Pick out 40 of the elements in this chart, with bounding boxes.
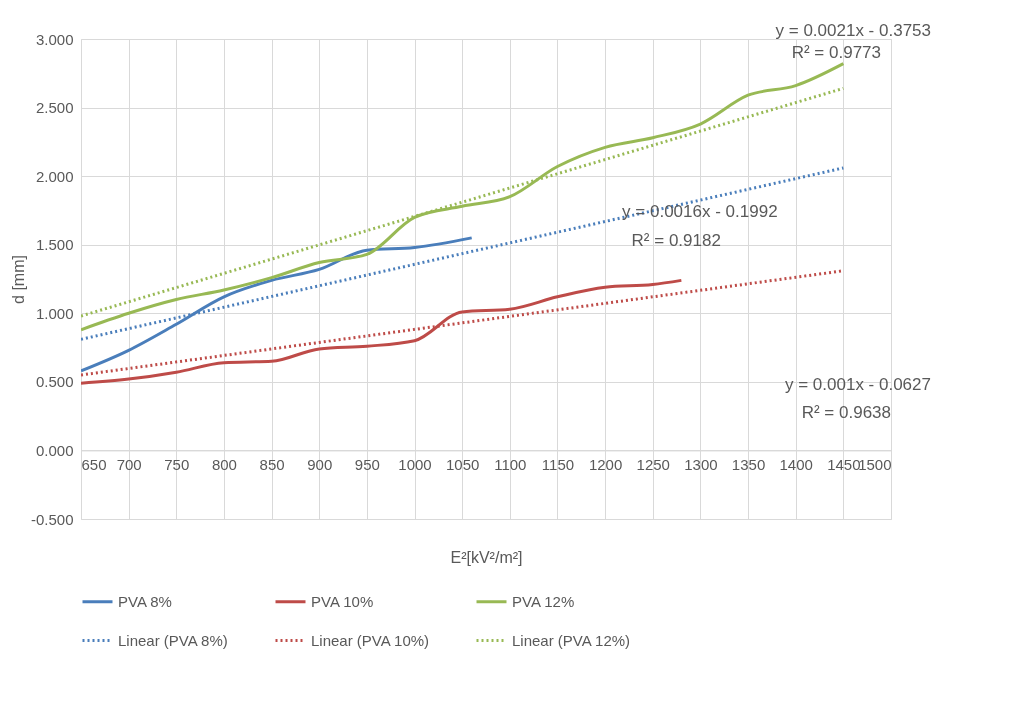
y-axis-title: d [mm] bbox=[9, 255, 27, 304]
x-tick-label: 850 bbox=[259, 455, 285, 473]
x-tick-label: 750 bbox=[164, 455, 190, 473]
annotation: R² = 0.9182 bbox=[631, 230, 721, 250]
x-tick-label: 700 bbox=[116, 455, 142, 473]
y-tick-label: 3.000 bbox=[35, 30, 74, 48]
x-tick-label: 650 bbox=[81, 455, 107, 473]
x-tick-label: 1300 bbox=[684, 455, 718, 473]
x-tick-label: 1100 bbox=[494, 455, 527, 473]
y-tick-label: 2.500 bbox=[35, 99, 74, 117]
x-tick-label: 950 bbox=[354, 455, 380, 473]
x-tick-label: 1500 bbox=[858, 455, 892, 473]
x-tick-label: 800 bbox=[211, 455, 237, 473]
x-tick-label: 900 bbox=[307, 455, 333, 473]
x-tick-label: 1250 bbox=[636, 455, 670, 473]
legend-label: Linear (PVA 10%) bbox=[311, 631, 430, 649]
x-tick-label: 1150 bbox=[541, 455, 575, 473]
y-tick-label: 2.000 bbox=[35, 167, 74, 185]
legend-label: PVA 10% bbox=[311, 592, 374, 610]
legend-label: PVA 12% bbox=[512, 592, 575, 610]
annotation: R² = 0.9638 bbox=[801, 403, 891, 423]
annotation: y = 0.001x - 0.0627 bbox=[784, 374, 931, 394]
y-tick-label: 0.000 bbox=[35, 441, 74, 459]
y-tick-label: 1.000 bbox=[35, 304, 74, 322]
annotation: R² = 0.9773 bbox=[791, 43, 881, 62]
legend-label: Linear (PVA 12%) bbox=[512, 631, 631, 649]
legend-label: Linear (PVA 8%) bbox=[118, 631, 228, 649]
x-axis-title: E²[kV²/m²] bbox=[450, 548, 523, 566]
annotation: y = 0.0021x - 0.3753 bbox=[775, 21, 931, 40]
annotation: y = 0.0016x - 0.1992 bbox=[622, 201, 778, 221]
y-tick-label: 1.500 bbox=[35, 236, 74, 254]
x-tick-label: 1400 bbox=[779, 455, 813, 473]
legend-label: PVA 8% bbox=[118, 592, 172, 610]
x-tick-label: 1200 bbox=[588, 455, 623, 473]
x-tick-label: 1050 bbox=[445, 455, 480, 473]
y-tick-label: 0.500 bbox=[35, 373, 74, 391]
x-tick-label: 1450 bbox=[827, 455, 861, 473]
x-tick-label: 1350 bbox=[731, 455, 766, 473]
y-tick-label: -0.500 bbox=[30, 510, 74, 528]
x-tick-label: 1000 bbox=[398, 455, 432, 473]
